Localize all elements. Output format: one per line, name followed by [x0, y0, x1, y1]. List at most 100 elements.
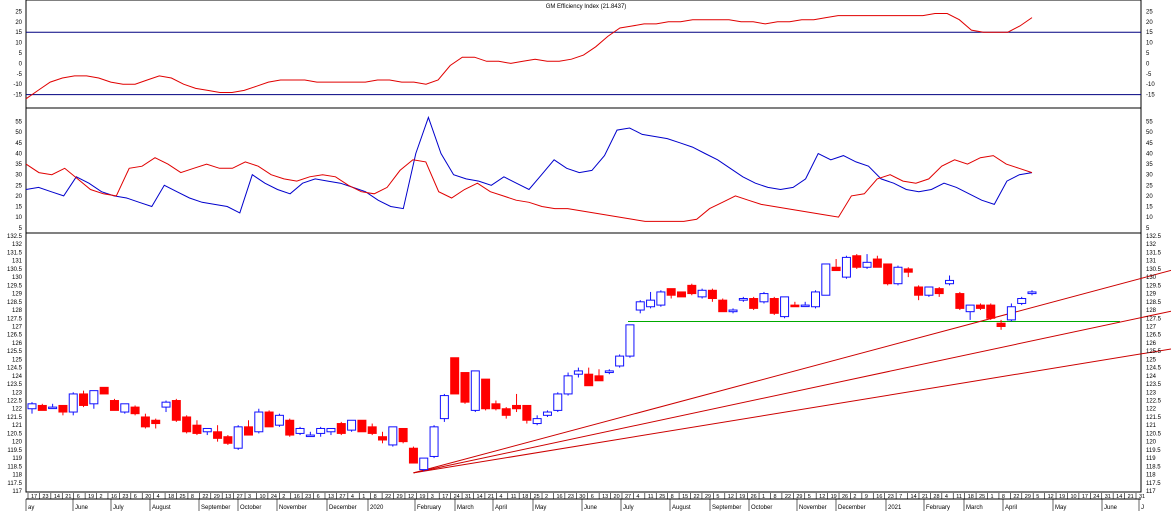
x-tick-label: 2 — [545, 494, 548, 500]
x-tick-label: 14 — [1116, 494, 1122, 500]
x-tick-labels: 17 23 14 21 6 19 2 16 23 6 20 4 18 25 8 22 29 13 27 3 10 24 2 1… — [28, 494, 1145, 511]
x-tick-label: 14 — [54, 494, 60, 500]
y-tick-label: -10 — [13, 82, 22, 88]
x-tick-label: 24 — [1093, 494, 1099, 500]
x-tick-label: 17 — [442, 494, 448, 500]
candle-body — [903, 268, 913, 273]
y-tick-label: 130.5 — [7, 267, 23, 273]
y-tick-label: 124 — [12, 374, 23, 380]
y-tick-label: 129.5 — [7, 283, 23, 289]
y-tick-label: 129.5 — [1146, 283, 1162, 289]
y-tick-label: 0 — [19, 61, 23, 67]
y-tick-label: 124.5 — [7, 366, 23, 372]
fan-line — [413, 310, 1171, 474]
x-tick-label: 18 — [522, 494, 528, 500]
y-tick-label: -10 — [1146, 82, 1155, 88]
candle-body — [975, 304, 985, 309]
y-tick-label: 25 — [15, 9, 22, 15]
candle-body — [862, 261, 872, 268]
y-tick-label: 126 — [12, 341, 23, 347]
candle-body — [501, 408, 511, 416]
x-tick-label: 27 — [625, 494, 631, 500]
y-tick-label: 20 — [15, 194, 22, 200]
candle-body — [367, 426, 377, 434]
x-month-label: April — [1005, 505, 1017, 511]
x-tick-label: 29 — [796, 494, 802, 500]
x-tick-label: 19 — [419, 494, 425, 500]
candle-body — [573, 370, 583, 375]
y-tick-label: 127 — [12, 324, 23, 330]
x-tick-label: 21 — [488, 494, 494, 500]
y-tick-label: 129 — [1146, 292, 1157, 298]
y-tick-label: 119 — [12, 456, 22, 462]
y-tick-label: 5 — [1146, 226, 1150, 232]
y-tick-label: 127.5 — [1146, 316, 1162, 322]
x-tick-label: 4 — [636, 494, 639, 500]
candle-body — [646, 299, 656, 308]
candle-body — [986, 304, 996, 319]
candle-body — [274, 414, 284, 426]
candle-body — [594, 375, 604, 382]
y-tick-label: 126.5 — [7, 333, 23, 339]
fan-line — [413, 269, 1171, 474]
candle-body — [563, 375, 573, 395]
candle-body — [37, 404, 47, 411]
y-tick-label: -5 — [1146, 72, 1152, 78]
candle-body — [615, 355, 625, 367]
x-tick-label: 2 — [100, 494, 103, 500]
x-month-label: 2020 — [370, 505, 384, 511]
candle-body — [1017, 298, 1027, 304]
candle-body — [749, 298, 759, 309]
x-tick-label: 12 — [408, 494, 414, 500]
y-tick-label: 132.5 — [7, 234, 23, 240]
y-tick-label: 15 — [1146, 205, 1153, 211]
y-tick-label: 45 — [15, 141, 22, 147]
candle-body — [965, 304, 975, 313]
y-tick-label: 30 — [1146, 173, 1153, 179]
candle-body — [357, 419, 367, 433]
candle-body — [264, 411, 274, 428]
y-tick-label: 50 — [15, 130, 22, 136]
y-tick-label: 121 — [1146, 423, 1157, 429]
x-tick-label: 13 — [328, 494, 334, 500]
candle-body — [1027, 291, 1037, 295]
candle-body — [161, 401, 171, 408]
y-tick-label: 10 — [1146, 41, 1153, 47]
x-tick-label: 19 — [739, 494, 745, 500]
candle-body — [470, 370, 480, 411]
x-tick-label: 12 — [819, 494, 825, 500]
candle-body — [130, 406, 140, 415]
candle-body — [398, 427, 408, 443]
y-tick-label: 10 — [15, 215, 22, 221]
x-tick-label: 14 — [911, 494, 917, 500]
x-tick-label: 23 — [888, 494, 894, 500]
x-month-label: J — [1141, 505, 1144, 511]
x-tick-label: 23 — [305, 494, 311, 500]
x-month-label: July — [623, 505, 634, 511]
x-month-label: November — [799, 505, 827, 511]
y-tick-label: 25 — [15, 183, 22, 189]
y-tick-label: 118 — [12, 473, 22, 479]
candle-body — [68, 393, 78, 413]
candle-body — [439, 395, 449, 420]
x-month-label: June — [584, 505, 598, 511]
x-tick-label: 28 — [933, 494, 939, 500]
x-tick-label: 4 — [499, 494, 502, 500]
candlesticks — [27, 254, 1037, 472]
y-tick-label: 35 — [15, 162, 22, 168]
x-tick-label: 7 — [899, 494, 902, 500]
x-month-label: March — [966, 505, 983, 511]
candle-body — [676, 291, 686, 298]
y-tick-label: 10 — [15, 41, 22, 47]
candle-body — [924, 286, 934, 296]
candle-body — [707, 289, 717, 300]
candle-body — [893, 266, 903, 285]
candle-body — [460, 372, 470, 403]
x-tick-label: 25 — [659, 494, 665, 500]
y-tick-label: 122.5 — [7, 399, 23, 405]
x-tick-label: 1 — [762, 494, 765, 500]
y-tick-label: 40 — [1146, 151, 1153, 157]
y-tick-label: 118.5 — [7, 464, 22, 470]
candle-body — [347, 419, 357, 431]
y-tick-label: 128.5 — [1146, 300, 1162, 306]
